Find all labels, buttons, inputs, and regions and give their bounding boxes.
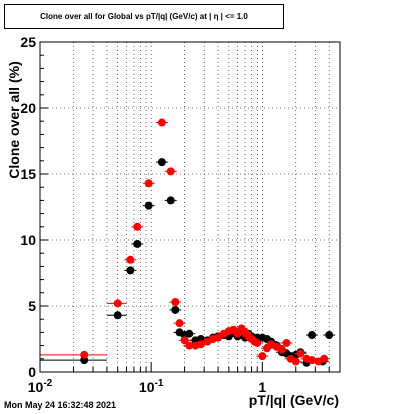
data-point bbox=[320, 354, 329, 363]
y-axis-label: Clone over all (%) bbox=[6, 61, 22, 178]
data-point bbox=[144, 201, 153, 210]
data-point bbox=[113, 311, 122, 320]
data-point bbox=[133, 239, 142, 248]
data-point bbox=[126, 266, 135, 275]
data-point bbox=[80, 350, 89, 359]
data-point bbox=[171, 305, 180, 314]
y-tick-label: 20 bbox=[20, 100, 36, 116]
data-point bbox=[185, 329, 194, 338]
y-tick-label: 10 bbox=[20, 232, 36, 248]
grid-layer bbox=[40, 42, 341, 372]
series-1 bbox=[40, 118, 331, 366]
axis-layer: 0 5 10 15 20 25 10-2 10-1 1 bbox=[20, 34, 341, 395]
y-tick-label: 0 bbox=[28, 364, 36, 380]
data-point bbox=[253, 338, 262, 347]
data-point bbox=[113, 299, 122, 308]
data-point bbox=[133, 222, 142, 231]
x-tick-label: 10-2 bbox=[28, 378, 53, 395]
data-point bbox=[126, 255, 135, 264]
data-point bbox=[157, 158, 166, 167]
plot-frame bbox=[39, 41, 341, 373]
chart-title: Clone over all for Global vs pT/|q| (GeV… bbox=[4, 4, 284, 29]
x-tick-label: 1 bbox=[258, 379, 266, 395]
data-point bbox=[325, 331, 334, 340]
y-tick-label: 25 bbox=[20, 34, 36, 50]
data-point bbox=[291, 357, 300, 366]
data-point bbox=[166, 196, 175, 205]
series-0 bbox=[40, 158, 336, 367]
data-point bbox=[282, 338, 291, 347]
data-point bbox=[258, 352, 267, 361]
data-point bbox=[308, 356, 317, 365]
data-point bbox=[296, 349, 305, 358]
timestamp: Mon May 24 16:32:48 2021 bbox=[4, 400, 117, 410]
data-point bbox=[157, 118, 166, 127]
data-layer bbox=[40, 118, 336, 367]
data-point bbox=[308, 331, 317, 340]
data-point bbox=[214, 333, 223, 342]
data-point bbox=[277, 345, 286, 354]
data-point bbox=[180, 336, 189, 345]
data-point bbox=[175, 319, 184, 328]
x-axis-label: pT/|q| (GeV/c) bbox=[249, 392, 339, 408]
x-tick-label: 10-1 bbox=[139, 378, 164, 395]
data-point bbox=[166, 167, 175, 176]
data-point bbox=[185, 341, 194, 350]
data-point bbox=[171, 298, 180, 307]
y-tick-label: 5 bbox=[28, 298, 36, 314]
data-point bbox=[144, 179, 153, 188]
y-tick-label: 15 bbox=[20, 166, 36, 182]
data-point bbox=[196, 340, 205, 349]
